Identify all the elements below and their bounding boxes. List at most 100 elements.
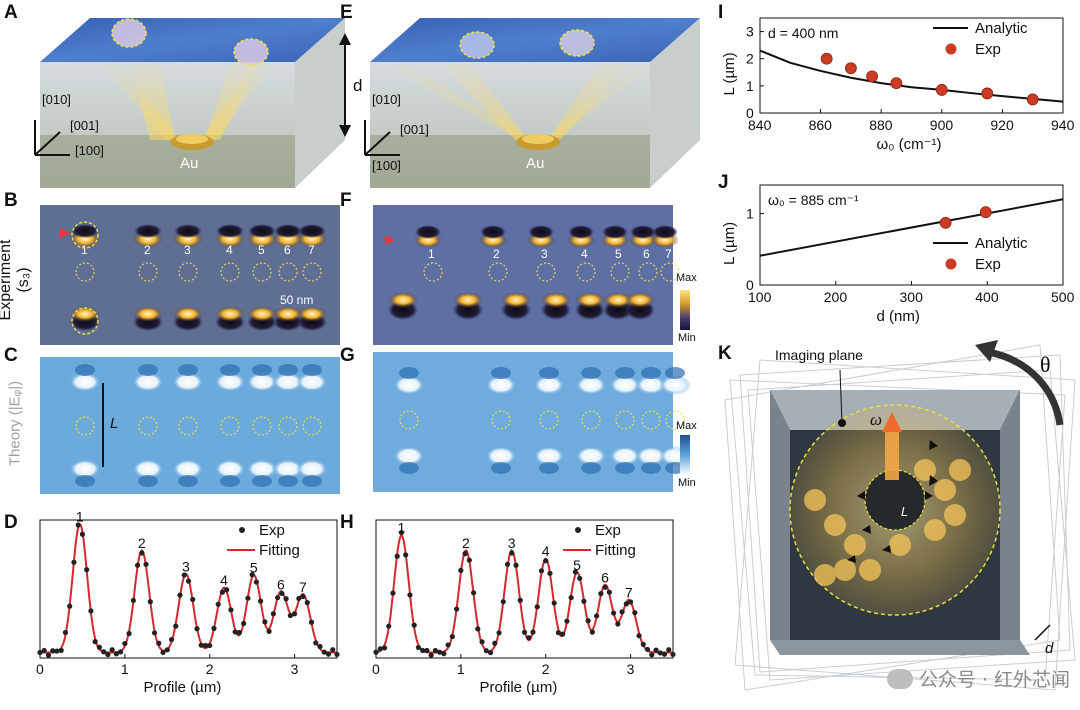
hotspot-bottom bbox=[575, 292, 605, 308]
shadow-top bbox=[252, 364, 272, 376]
exp-point bbox=[390, 590, 396, 596]
panel-label-k: K bbox=[718, 343, 732, 364]
exp-point bbox=[653, 647, 659, 653]
exp-point bbox=[71, 559, 77, 565]
legend-exp-label: Exp bbox=[595, 522, 621, 539]
exp-point bbox=[236, 629, 243, 636]
exp-point bbox=[84, 567, 90, 573]
bright-spot-bottom bbox=[575, 446, 607, 466]
x-tick-label: 1 bbox=[457, 661, 465, 677]
exp-point bbox=[606, 589, 612, 595]
exp-point bbox=[560, 631, 566, 637]
hotspot-bottom bbox=[70, 306, 100, 322]
darkspot-top bbox=[71, 224, 99, 238]
exp-point bbox=[185, 578, 192, 584]
exp-point bbox=[126, 630, 132, 637]
shadow-bottom bbox=[491, 462, 511, 474]
exp-point bbox=[454, 606, 460, 612]
exp-point bbox=[373, 649, 379, 655]
bright-spot-top bbox=[485, 375, 517, 395]
exp-point bbox=[377, 646, 383, 652]
bright-spot-bottom bbox=[635, 446, 667, 466]
peak-label: 7 bbox=[625, 585, 633, 601]
bright-spot-bottom bbox=[533, 446, 565, 466]
peak-label: 6 bbox=[601, 569, 609, 585]
exp-point bbox=[41, 647, 47, 654]
theta-label: θ bbox=[1040, 352, 1051, 377]
legend-exp-label: Exp bbox=[975, 41, 1001, 58]
y-tick-label: 0 bbox=[746, 277, 754, 293]
reference-circle bbox=[302, 262, 322, 282]
marker-label: 2 bbox=[144, 243, 151, 257]
x-tick-label: 300 bbox=[900, 289, 924, 305]
axis-label-010-e: [010] bbox=[372, 92, 401, 107]
marker-label: 6 bbox=[643, 247, 650, 261]
watermark: 公众号 · 红外芯闻 bbox=[886, 665, 1070, 692]
marker-label: 3 bbox=[541, 247, 548, 261]
exp-point bbox=[670, 651, 676, 658]
bright-spot-bottom bbox=[214, 459, 246, 479]
x-axis-label: Profile (µm) bbox=[144, 679, 222, 696]
exp-point bbox=[432, 647, 438, 654]
shadow-top bbox=[615, 367, 635, 379]
legend-exp-marker bbox=[239, 527, 245, 533]
axis-label-100-a: [100] bbox=[75, 143, 104, 158]
marker-label: 5 bbox=[615, 247, 622, 261]
exp-point bbox=[636, 633, 642, 639]
bright-spot-bottom bbox=[609, 446, 641, 466]
shadow-top bbox=[581, 367, 601, 379]
exp-point bbox=[232, 629, 238, 635]
y-tick-label: 3 bbox=[746, 24, 754, 40]
plot-frame bbox=[759, 17, 1064, 114]
reference-circle bbox=[638, 262, 658, 282]
exp-point bbox=[543, 558, 549, 564]
x-tick-label: 1 bbox=[121, 661, 129, 677]
exp-point bbox=[296, 595, 302, 602]
marker-label: 5 bbox=[258, 243, 265, 257]
exp-point bbox=[105, 651, 111, 658]
y-tick-label: 0 bbox=[746, 105, 754, 121]
shadow-top bbox=[539, 367, 559, 379]
exp-point bbox=[411, 622, 417, 628]
darkspot-top bbox=[174, 224, 202, 238]
exp-point bbox=[517, 597, 523, 603]
exp-point bbox=[258, 598, 264, 604]
exp-point bbox=[594, 613, 600, 619]
legend-fit-label: Fitting bbox=[259, 542, 300, 559]
crystal-diagram-e bbox=[364, 18, 700, 188]
x-tick-label: 400 bbox=[975, 289, 999, 305]
exp-point bbox=[935, 84, 948, 96]
profile-chart-h: 0 1 2 3 Profile (µm) 1 2 3 4 5 67 Exp Fitting bbox=[372, 519, 676, 696]
x-tick-label: 200 bbox=[824, 289, 848, 305]
exp-point bbox=[228, 607, 234, 613]
y-axis-label: L (µm) bbox=[721, 52, 738, 95]
y-tick-label: 1 bbox=[746, 78, 754, 94]
shadow-bottom bbox=[641, 462, 661, 474]
exp-point bbox=[202, 642, 209, 649]
reference-circle bbox=[581, 410, 601, 430]
exp-point bbox=[547, 570, 553, 576]
exp-point bbox=[538, 568, 545, 574]
exp-point bbox=[317, 643, 323, 650]
darkspot-top bbox=[216, 224, 244, 238]
peak-label: 4 bbox=[220, 572, 228, 588]
reference-circle bbox=[539, 410, 559, 430]
exp-point bbox=[445, 642, 451, 648]
experiment-ylabel: Experiment (s₃) bbox=[0, 239, 32, 321]
thickness-chart-j: 100 200 300 400 500 0 1 d (nm) L (µm) ω₀ = 885 cm… bbox=[721, 184, 1075, 325]
exp-point bbox=[325, 651, 332, 657]
colorbar-theory bbox=[680, 435, 690, 475]
exp-point bbox=[177, 592, 183, 598]
darkspot-top bbox=[602, 225, 628, 239]
exp-point bbox=[156, 640, 162, 646]
exp-point bbox=[428, 652, 434, 658]
k-d-label: d bbox=[1045, 640, 1054, 657]
reference-circle bbox=[252, 262, 272, 282]
panel-label-b: B bbox=[4, 190, 18, 211]
analytic-line bbox=[759, 198, 1064, 257]
exp-point bbox=[101, 649, 107, 655]
legend-exp-marker bbox=[575, 527, 581, 533]
hotspot-bottom bbox=[501, 292, 531, 308]
exp-point bbox=[219, 589, 226, 595]
x-tick-label: 3 bbox=[627, 661, 635, 677]
